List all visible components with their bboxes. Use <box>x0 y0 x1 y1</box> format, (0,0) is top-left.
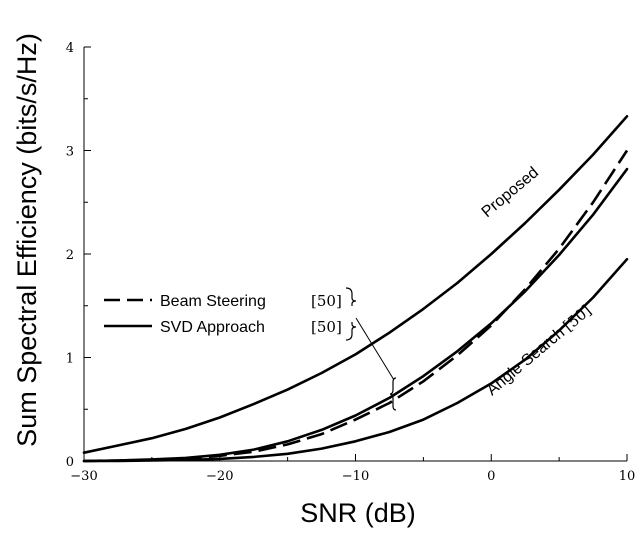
annotation-angle-search-label: Angle Search <box>484 324 569 399</box>
legend: Beam Steering [50] SVD Approach [50] <box>104 287 397 411</box>
series-line-angle-search <box>82 257 629 463</box>
annotation-angle-search-ref: [50] <box>560 301 595 335</box>
legend-label-beam-steering: Beam Steering <box>160 293 266 310</box>
legend-brace-icon <box>345 287 357 306</box>
y-axis-title: Sum Spectral Efficiency (bits/s/Hz) <box>12 33 42 447</box>
x-tick-label: −30 <box>70 469 97 484</box>
x-tick-label: −20 <box>206 469 233 484</box>
legend-pointer-line <box>355 317 395 381</box>
annotation-proposed: Proposed <box>479 164 542 221</box>
annotation-proposed-label: Proposed <box>479 164 542 221</box>
legend-label-svd: SVD Approach <box>160 319 265 336</box>
legend-ref-svd: [50] <box>311 318 342 336</box>
y-tick-label: 2 <box>66 248 74 263</box>
ticks: −30 −20 −10 0 10 0 1 2 3 4 <box>66 41 636 484</box>
y-tick-label: 1 <box>66 352 74 367</box>
legend-ref-beam-steering: [50] <box>311 292 342 310</box>
y-tick-label: 4 <box>66 41 74 56</box>
axes <box>83 47 627 462</box>
y-tick-label: 3 <box>66 145 74 160</box>
series-lines <box>82 115 629 463</box>
series-line-proposed <box>82 115 629 455</box>
x-axis-title: SNR (dB) <box>300 498 416 528</box>
series-line-svd-approach <box>82 167 629 463</box>
curve-brace-icon <box>389 377 397 411</box>
legend-brace-lower-icon <box>345 322 357 341</box>
x-tick-label: −10 <box>342 469 369 484</box>
y-tick-label: 0 <box>66 455 74 470</box>
x-tick-label: 10 <box>619 469 636 484</box>
x-tick-label: 0 <box>487 469 495 484</box>
